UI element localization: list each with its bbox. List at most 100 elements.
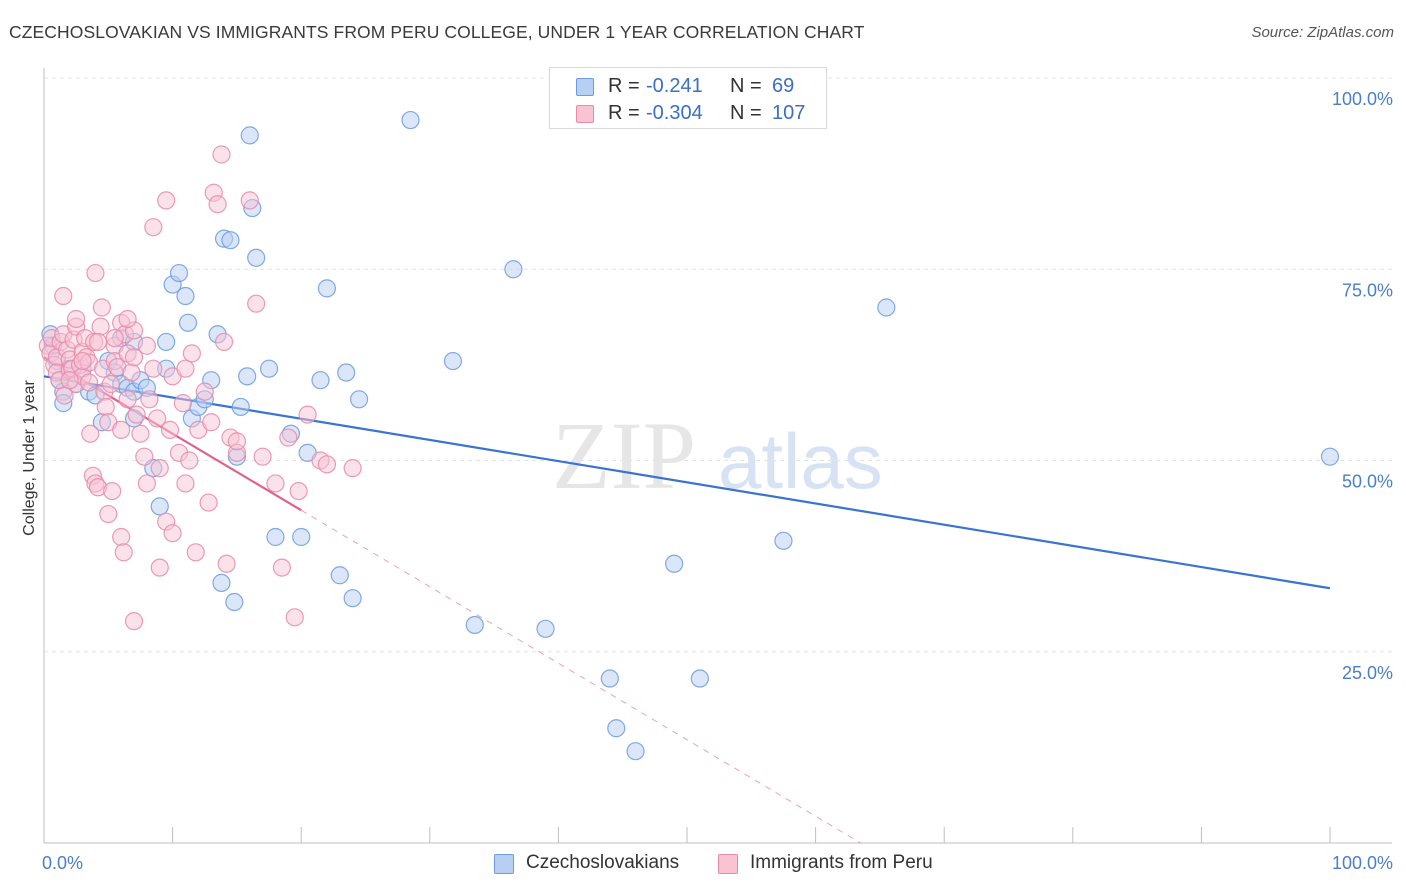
point-peru [182,344,201,363]
point-peru [105,329,124,348]
point-czechoslovakians [225,592,244,612]
point-czechoslovakians [238,367,257,386]
point-czechoslovakians [337,363,356,382]
point-peru [118,390,137,409]
point-peru [88,332,108,352]
point-czechoslovakians [150,497,169,516]
legend-r-value: -0.304 [646,102,703,124]
legend-r-value: -0.241 [646,75,703,97]
legend-swatch-pink [718,854,738,874]
point-czechoslovakians [1320,447,1340,466]
point-peru [240,191,259,210]
point-czechoslovakians [176,286,195,306]
point-peru [195,382,214,401]
point-peru [127,405,146,424]
y-tick-label: 25.0% [1342,663,1393,683]
chart-title: CZECHOSLOVAKIAN VS IMMIGRANTS FROM PERU … [9,22,865,42]
point-peru [163,524,182,543]
point-peru [150,558,169,577]
point-czechoslovakians [221,231,240,250]
point-peru [114,543,133,562]
point-czechoslovakians [774,531,793,550]
point-peru [140,390,159,409]
point-peru [212,145,231,164]
point-peru [131,424,150,443]
point-czechoslovakians [259,359,279,378]
point-peru [279,428,298,447]
watermark: ZIP atlas [552,402,883,509]
point-czechoslovakians [266,527,285,547]
point-peru [298,405,317,424]
legend-swatch-blue [576,78,594,96]
point-czechoslovakians [169,263,189,283]
point-peru [101,374,120,394]
point-peru [91,317,110,336]
x-tick-label: 100.0% [1332,853,1393,873]
point-czechoslovakians [465,615,484,635]
point-peru [135,447,154,466]
axes [43,68,1392,844]
point-peru [79,373,99,392]
legend-row-peru: R = -0.304 N = 107 [550,101,826,127]
point-czechoslovakians [349,390,369,409]
point-czechoslovakians [231,397,250,417]
trend-extension-peru [300,509,861,844]
point-peru [144,359,163,378]
point-czechoslovakians [212,573,231,593]
point-peru [103,482,122,501]
point-peru [186,543,205,562]
legend-n-value: 107 [772,102,806,124]
point-peru [317,455,337,474]
point-czechoslovakians [157,332,176,352]
point-peru [343,459,362,478]
point-peru [199,493,218,512]
point-czechoslovakians [330,566,349,585]
watermark-zip: ZIP [552,402,696,509]
point-czechoslovakians [504,260,523,279]
point-peru [253,447,272,466]
point-peru [247,294,266,313]
point-peru [73,351,92,371]
legend-label: Immigrants from Peru [750,852,933,873]
point-peru [137,474,156,493]
point-peru [122,363,141,382]
point-czechoslovakians [178,313,198,332]
point-peru [96,397,115,417]
x-tick-label: 0.0% [42,853,83,873]
point-czechoslovakians [536,619,555,638]
point-czechoslovakians [877,298,896,317]
point-czechoslovakians [690,669,709,688]
point-peru [160,420,180,439]
legend-n-value: 69 [772,75,795,97]
tick-labels: 100.0% 75.0% 50.0% 25.0% 0.0% 100.0% [42,89,1393,873]
point-czechoslovakians [626,742,645,761]
point-peru [150,459,169,478]
point-peru [118,309,137,329]
y-tick-label: 100.0% [1332,89,1393,109]
point-peru [112,527,131,547]
point-peru [202,413,221,432]
y-tick-label: 75.0% [1342,280,1393,300]
point-peru [54,286,73,306]
legend-n-label: N = [730,75,762,97]
point-czechoslovakians [443,351,463,371]
data-points [38,110,1340,761]
point-peru [214,332,234,352]
point-peru [144,218,163,237]
point-czechoslovakians [401,110,420,130]
point-czechoslovakians [343,589,362,608]
legend-row-czechoslovakians: R = -0.241 N = 69 [550,74,826,100]
series-legend: Czechoslovakians Immigrants from Peru [0,852,1406,878]
point-peru [173,394,192,413]
point-peru [86,263,105,283]
legend-n-label: N = [730,102,762,124]
point-czechoslovakians [317,279,337,298]
point-peru [81,424,100,443]
point-peru [208,195,227,214]
y-tick-label: 50.0% [1342,472,1393,492]
chart-source: Source: ZipAtlas.com [1251,24,1394,41]
point-czechoslovakians [665,554,684,573]
point-peru [176,474,195,493]
point-czechoslovakians [292,527,311,547]
point-peru [124,348,144,367]
